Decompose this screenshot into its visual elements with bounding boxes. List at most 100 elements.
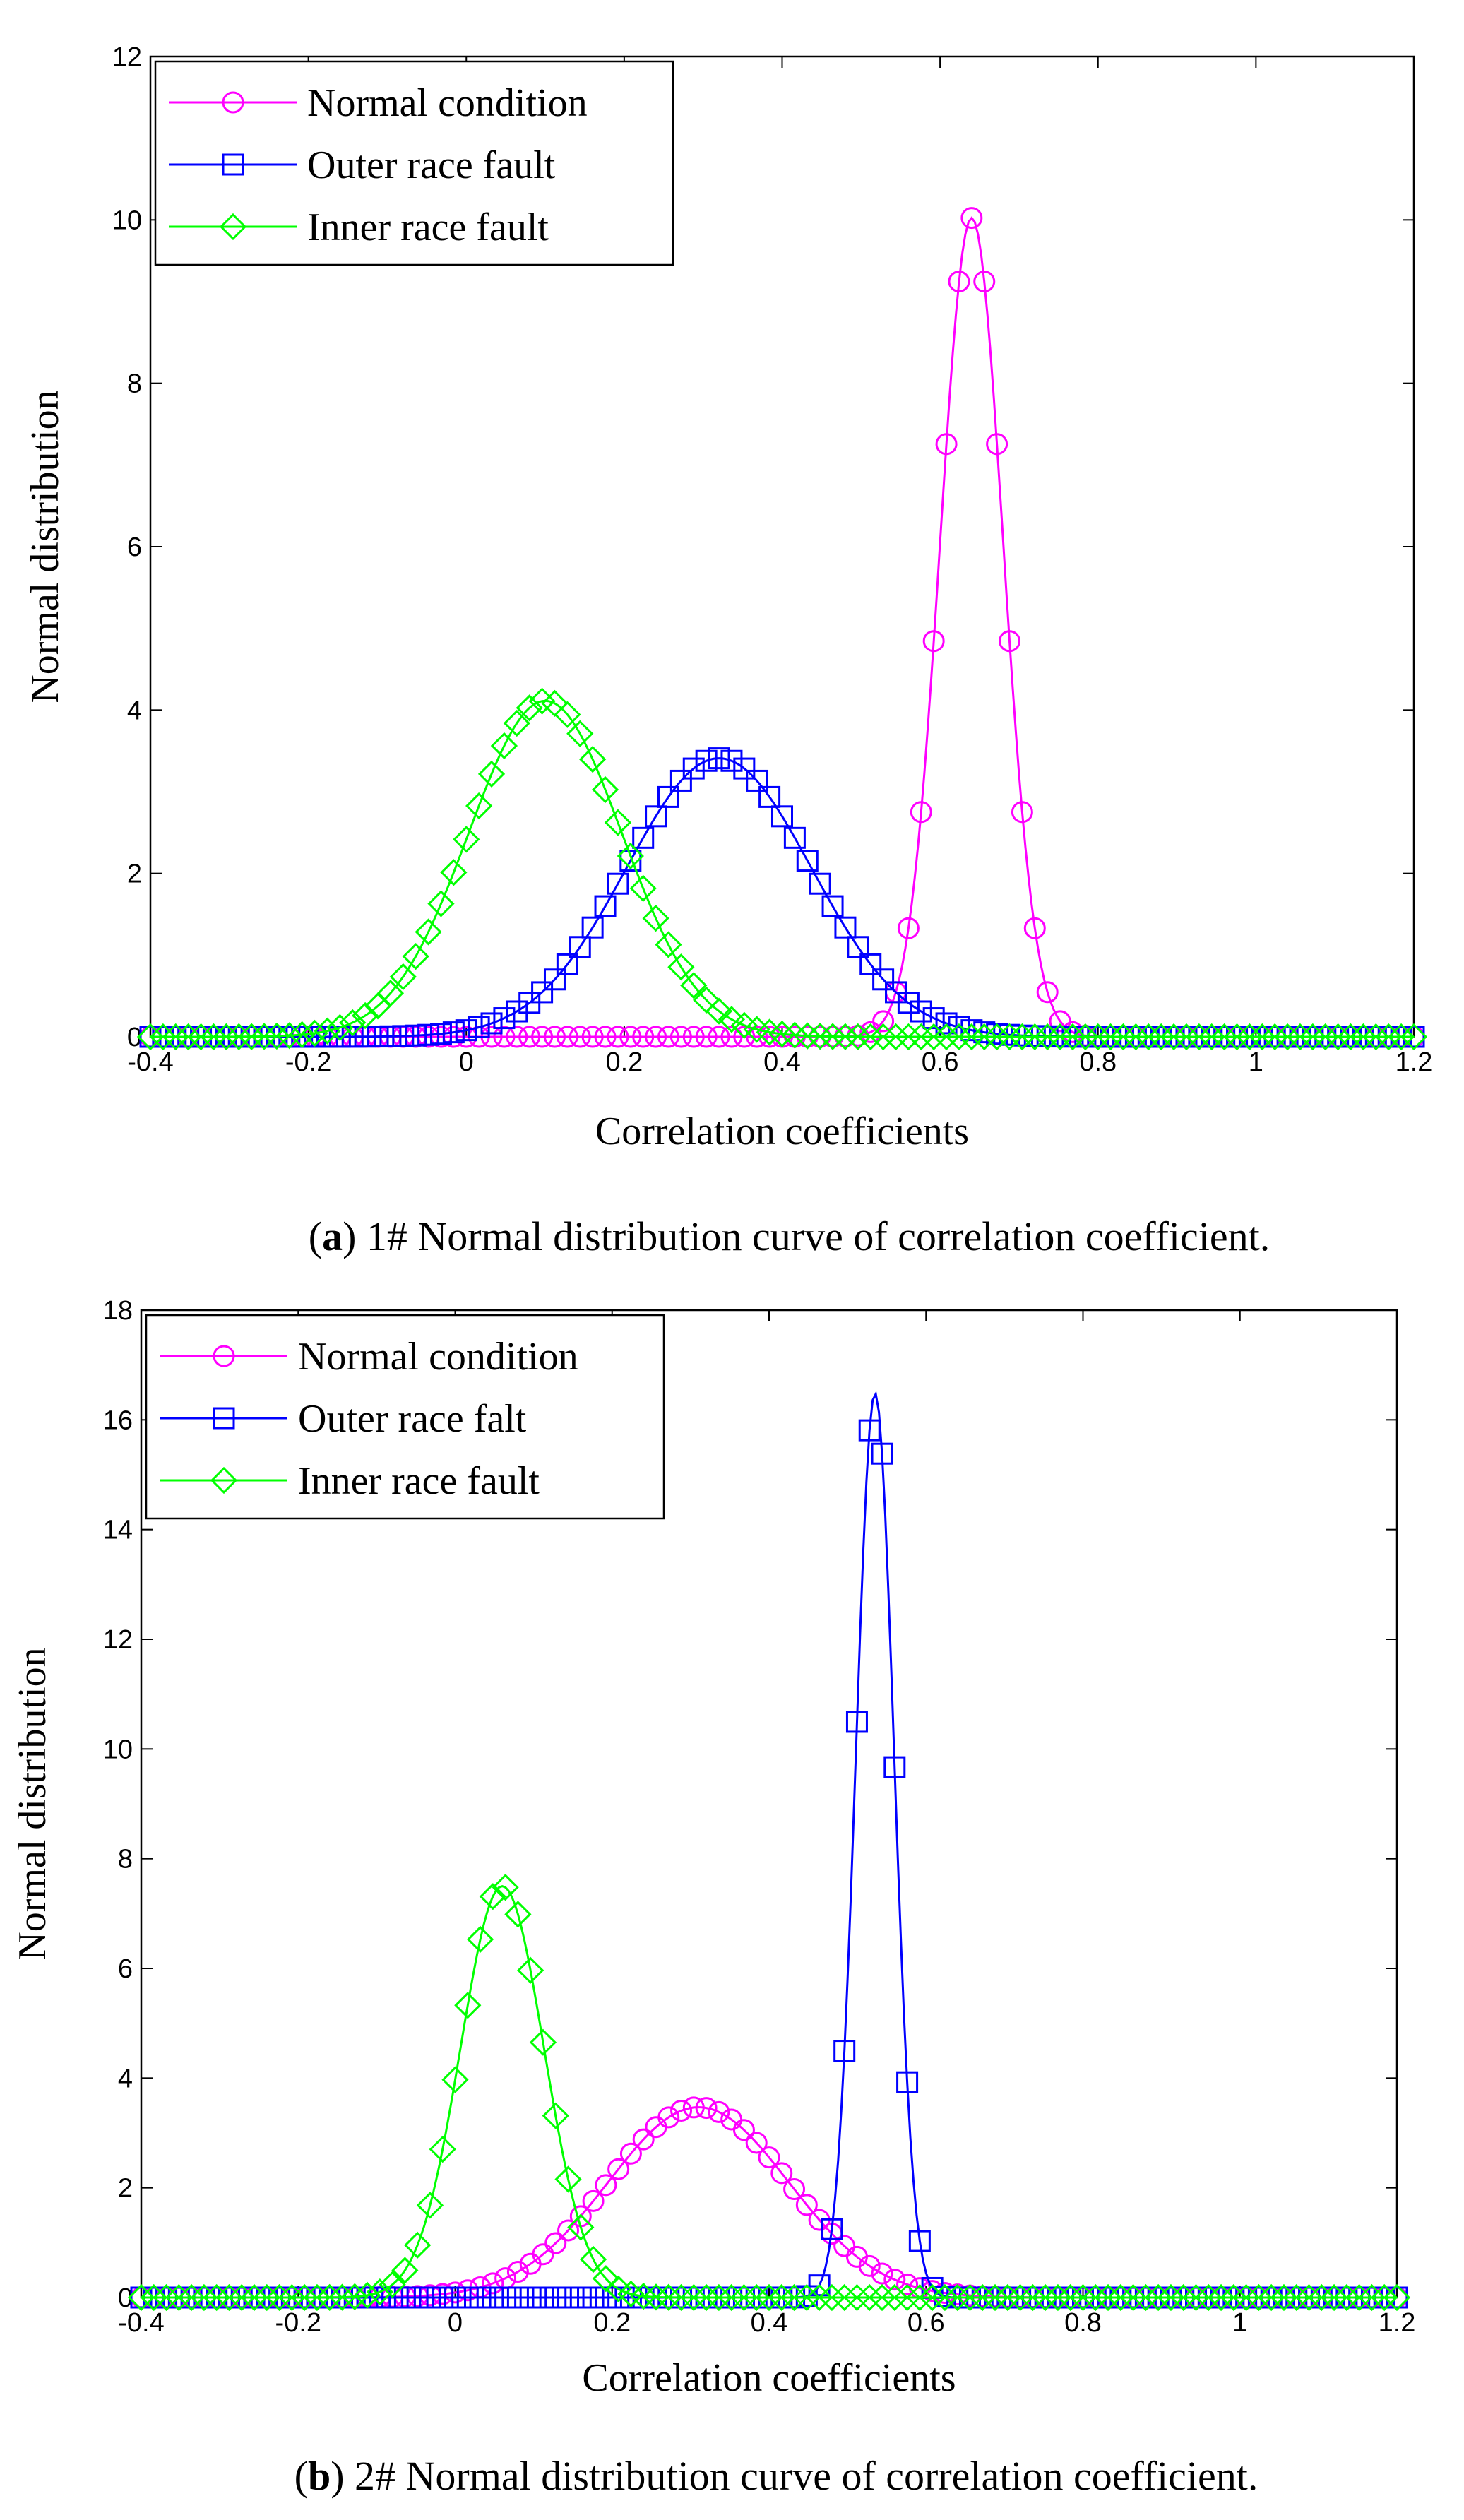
data-point (328, 2283, 356, 2311)
data-point (379, 1025, 402, 1047)
data-point (818, 2283, 846, 2312)
data-point (432, 2286, 454, 2309)
data-point (1198, 1023, 1225, 1051)
data-point (517, 1956, 544, 1984)
data-point (871, 2262, 893, 2285)
data-point (376, 980, 405, 1007)
data-point (958, 1023, 985, 1051)
data-point (127, 2283, 155, 2312)
data-point (391, 2257, 419, 2284)
data-point (595, 2174, 617, 2197)
data-point (999, 630, 1021, 653)
x-tick-label: 0.2 (605, 1047, 643, 1077)
data-point (567, 2213, 595, 2241)
data-point (566, 720, 594, 747)
data-point (506, 2286, 529, 2309)
data-point (352, 1002, 379, 1030)
data-point (983, 1023, 1011, 1051)
data-point (162, 1023, 189, 1051)
y-tick-label: 8 (127, 369, 142, 399)
data-point (1170, 2283, 1197, 2312)
data-point (569, 2286, 592, 2309)
data-point (1021, 1023, 1049, 1051)
data-point (667, 953, 695, 981)
data-point (883, 2269, 906, 2291)
data-point (859, 1021, 882, 1043)
data-point (1069, 2283, 1097, 2312)
data-point (1157, 2283, 1185, 2312)
data-point (617, 842, 644, 870)
data-point (140, 2283, 167, 2312)
data-point (718, 1006, 746, 1033)
series-inner-race-fault (127, 1874, 1411, 2312)
data-point (1071, 1023, 1099, 1051)
caption-open-paren: ( (309, 1213, 322, 1259)
y-tick-label: 18 (103, 1296, 133, 1326)
data-point (808, 2274, 831, 2297)
data-point (203, 2283, 230, 2312)
data-point (619, 2142, 642, 2165)
data-point (645, 805, 667, 828)
data-point (922, 1007, 945, 1030)
data-point (970, 1023, 998, 1051)
x-tick-label: 1 (1232, 2308, 1247, 2338)
data-point (469, 2286, 492, 2309)
data-point (708, 2100, 730, 2123)
data-point (645, 1026, 667, 1048)
data-point (708, 747, 730, 770)
data-point (291, 2283, 319, 2312)
data-point (718, 2283, 745, 2312)
data-point (1059, 1023, 1087, 1051)
data-point (557, 2286, 580, 2309)
data-point (582, 2286, 605, 2309)
data-point (1232, 2283, 1260, 2312)
data-point (1019, 2283, 1047, 2312)
data-point (465, 792, 493, 820)
series-inner-race-fault (136, 687, 1428, 1051)
data-point (833, 2235, 856, 2257)
data-point (482, 2286, 504, 2309)
data-point (554, 701, 581, 728)
data-point (263, 1022, 291, 1050)
data-point (1034, 1023, 1061, 1051)
data-point (807, 1023, 834, 1050)
data-point (1008, 1023, 1036, 1051)
data-point (821, 2218, 843, 2240)
x-tick-label: 0.8 (1064, 2308, 1102, 2338)
data-point (237, 1023, 266, 1050)
legend-label: Normal condition (307, 81, 588, 125)
legend-marker (222, 153, 244, 176)
legend-label: Inner race fault (298, 1459, 540, 1503)
x-tick-label: 0.8 (1079, 1047, 1117, 1077)
data-point (607, 872, 629, 895)
data-point (341, 2283, 369, 2310)
data-point (833, 2040, 856, 2062)
data-point (444, 2286, 466, 2309)
data-point (733, 1026, 756, 1048)
data-point (746, 769, 768, 792)
data-point (1286, 1023, 1314, 1051)
data-point (556, 1026, 578, 1048)
data-point (935, 433, 958, 456)
data-point (607, 2158, 630, 2180)
data-point (1046, 1023, 1074, 1051)
data-point (278, 2283, 306, 2312)
data-point (655, 931, 682, 958)
data-point (554, 2165, 582, 2193)
data-point (1207, 2283, 1235, 2312)
data-point (858, 1419, 881, 1442)
data-point (228, 2283, 256, 2312)
data-point (1109, 1023, 1137, 1051)
legend-label: Normal condition (298, 1335, 578, 1379)
data-point (149, 1023, 177, 1051)
data-point (1011, 801, 1033, 824)
data-point (389, 963, 417, 991)
caption-label: b (308, 2453, 331, 2499)
data-point (657, 2106, 680, 2129)
data-point (956, 2283, 984, 2312)
data-point (402, 942, 429, 970)
data-point (504, 1901, 532, 1928)
data-point (480, 1012, 503, 1035)
data-point (756, 1018, 783, 1046)
data-point (1036, 981, 1059, 1004)
